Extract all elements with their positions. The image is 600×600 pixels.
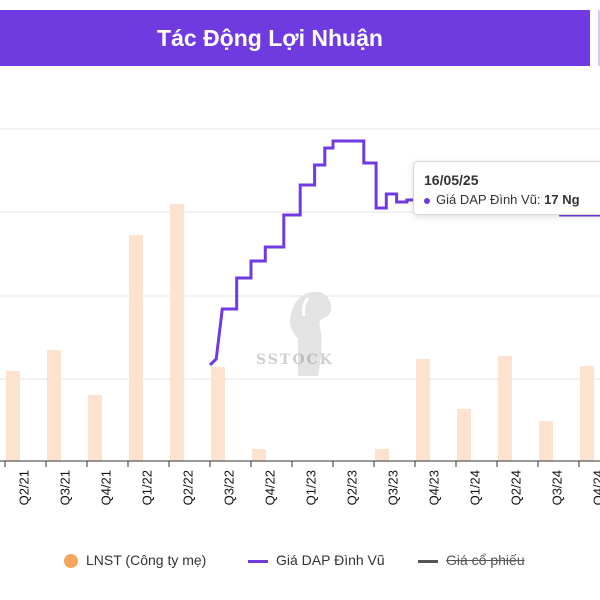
bar-series-lnst bbox=[6, 204, 594, 461]
x-label-Q4/21: Q4/21 bbox=[98, 470, 113, 505]
bar-Q4/21[interactable] bbox=[88, 395, 102, 461]
legend-line-icon bbox=[248, 559, 268, 563]
x-label-Q2/23: Q2/23 bbox=[344, 470, 359, 505]
x-label-Q4/23: Q4/23 bbox=[426, 470, 441, 505]
bar-Q4/24[interactable] bbox=[580, 366, 594, 461]
bar-Q1/22[interactable] bbox=[129, 235, 143, 461]
bar-Q3/22[interactable] bbox=[211, 367, 225, 461]
x-label-Q1/23: Q1/23 bbox=[303, 470, 318, 505]
tooltip-row: Giá DAP Đình Vũ: 17 Ng bbox=[424, 192, 580, 207]
chart-title: Tác Động Lợi Nhuận bbox=[157, 25, 383, 51]
x-label-Q2/21: Q2/21 bbox=[16, 470, 31, 505]
tooltip-date: 16/05/25 bbox=[424, 172, 479, 188]
bar-Q2/21[interactable] bbox=[6, 371, 20, 461]
legend-item-lnst[interactable]: LNST (Công ty mẹ) bbox=[64, 548, 206, 572]
x-label-Q3/24: Q3/24 bbox=[549, 470, 564, 505]
bar-Q3/21[interactable] bbox=[47, 350, 61, 461]
legend-dot-icon bbox=[64, 554, 78, 569]
x-label-Q2/22: Q2/22 bbox=[180, 470, 195, 505]
x-label-Q3/22: Q3/22 bbox=[221, 470, 236, 505]
legend-label-dap-price: Giá DAP Đình Vũ bbox=[276, 552, 385, 568]
legend-item-dap-price[interactable]: Giá DAP Đình Vũ bbox=[248, 548, 385, 572]
tooltip-series-label: Giá DAP Đình Vũ: bbox=[436, 192, 545, 207]
bar-Q4/23[interactable] bbox=[416, 359, 430, 461]
bar-Q1/24[interactable] bbox=[457, 409, 471, 461]
header-scroll-edge bbox=[598, 10, 600, 66]
legend-item-stock-price[interactable]: Giá cổ phiếu bbox=[418, 548, 525, 572]
x-label-Q1/24: Q1/24 bbox=[467, 470, 482, 505]
x-label-Q2/24: Q2/24 bbox=[508, 470, 523, 505]
bar-Q3/24[interactable] bbox=[539, 421, 553, 461]
x-label-Q4/24: Q4/24 bbox=[590, 470, 600, 505]
x-axis-ticks bbox=[4, 461, 580, 467]
x-label-Q4/22: Q4/22 bbox=[262, 470, 277, 505]
legend-label-lnst: LNST (Công ty mẹ) bbox=[86, 552, 207, 568]
legend-line-icon bbox=[418, 559, 438, 563]
x-label-Q3/21: Q3/21 bbox=[57, 470, 72, 505]
tooltip-series-dot bbox=[424, 197, 430, 204]
chart-legend: LNST (Công ty mẹ) Giá DAP Đình Vũ Giá cổ… bbox=[0, 548, 600, 572]
bar-Q2/24[interactable] bbox=[498, 356, 512, 461]
legend-label-stock-price: Giá cổ phiếu bbox=[446, 552, 525, 568]
tooltip-value: 17 Ng bbox=[544, 192, 580, 207]
bar-Q2/22[interactable] bbox=[170, 204, 184, 461]
hover-tooltip: 16/05/25 Giá DAP Đình Vũ: 17 Ng bbox=[413, 161, 600, 215]
x-label-Q3/23: Q3/23 bbox=[385, 470, 400, 505]
chart-header: Tác Động Lợi Nhuận bbox=[0, 10, 590, 66]
bar-Q4/22[interactable] bbox=[252, 449, 266, 461]
x-label-Q1/22: Q1/22 bbox=[139, 470, 154, 505]
x-axis-labels: Q2/21 Q3/21 Q4/21 Q1/22 Q2/22 Q3/22 Q4/22 Q1/23… bbox=[16, 470, 600, 505]
watermark-text: SSTOCK bbox=[256, 352, 334, 368]
bar-Q3/23[interactable] bbox=[375, 449, 389, 461]
horse-logo-watermark bbox=[290, 291, 332, 376]
